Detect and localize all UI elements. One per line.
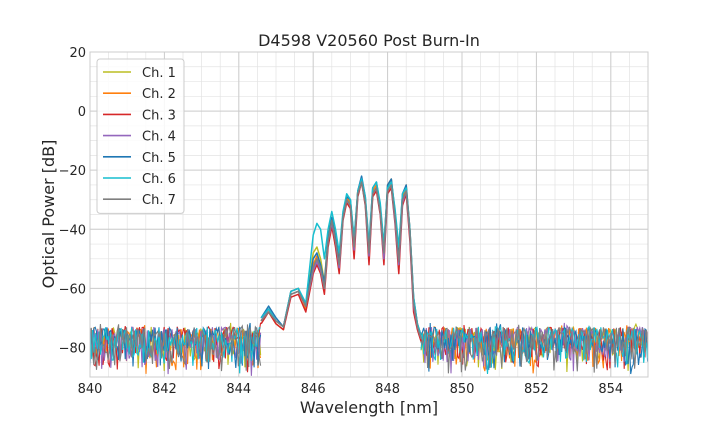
chart-title: D4598 V20560 Post Burn-In	[258, 31, 480, 50]
legend-box	[96, 58, 185, 214]
noise-floor	[90, 322, 648, 376]
legend-label: Ch. 4	[142, 130, 176, 145]
legend: Ch. 1 Ch. 2 Ch. 3 Ch. 4 Ch. 5 Ch. 6 Ch. 7	[96, 58, 185, 214]
series-line-7	[260, 181, 422, 339]
legend-label: Ch. 7	[142, 193, 176, 208]
x-tick-label: 846	[301, 382, 326, 397]
legend-label: Ch. 2	[142, 87, 176, 102]
y-tick-label: −40	[59, 223, 86, 238]
legend-label: Ch. 6	[142, 172, 176, 187]
plot-frame	[89, 51, 649, 378]
x-tick-label: 850	[450, 382, 475, 397]
x-tick-label: 854	[598, 382, 623, 397]
x-axis-label: Wavelength [nm]	[300, 398, 438, 417]
noise-trace	[90, 323, 262, 372]
series-lines	[260, 175, 422, 342]
series-line-3	[260, 181, 422, 342]
x-tick-label: 844	[226, 382, 251, 397]
noise-trace	[90, 322, 262, 370]
x-tick-label: 848	[375, 382, 400, 397]
tick-labels: 840 842 844 846 848 850 852 854 −80 −60 −40 −20 0 20	[59, 46, 624, 397]
y-axis-label: Optical Power [dB]	[39, 140, 58, 289]
y-tick-label: −20	[59, 164, 86, 179]
legend-label: Ch. 5	[142, 151, 176, 166]
y-tick-label: 20	[69, 46, 86, 61]
y-tick-label: −60	[59, 282, 86, 297]
legend-label: Ch. 1	[142, 66, 176, 81]
x-tick-label: 840	[78, 382, 103, 397]
x-tick-label: 842	[152, 382, 177, 397]
y-tick-label: 0	[78, 105, 86, 120]
noise-trace	[420, 325, 648, 374]
x-tick-label: 852	[524, 382, 549, 397]
noise-trace	[420, 324, 648, 374]
legend-label: Ch. 3	[142, 108, 176, 123]
y-tick-label: −80	[59, 341, 86, 356]
